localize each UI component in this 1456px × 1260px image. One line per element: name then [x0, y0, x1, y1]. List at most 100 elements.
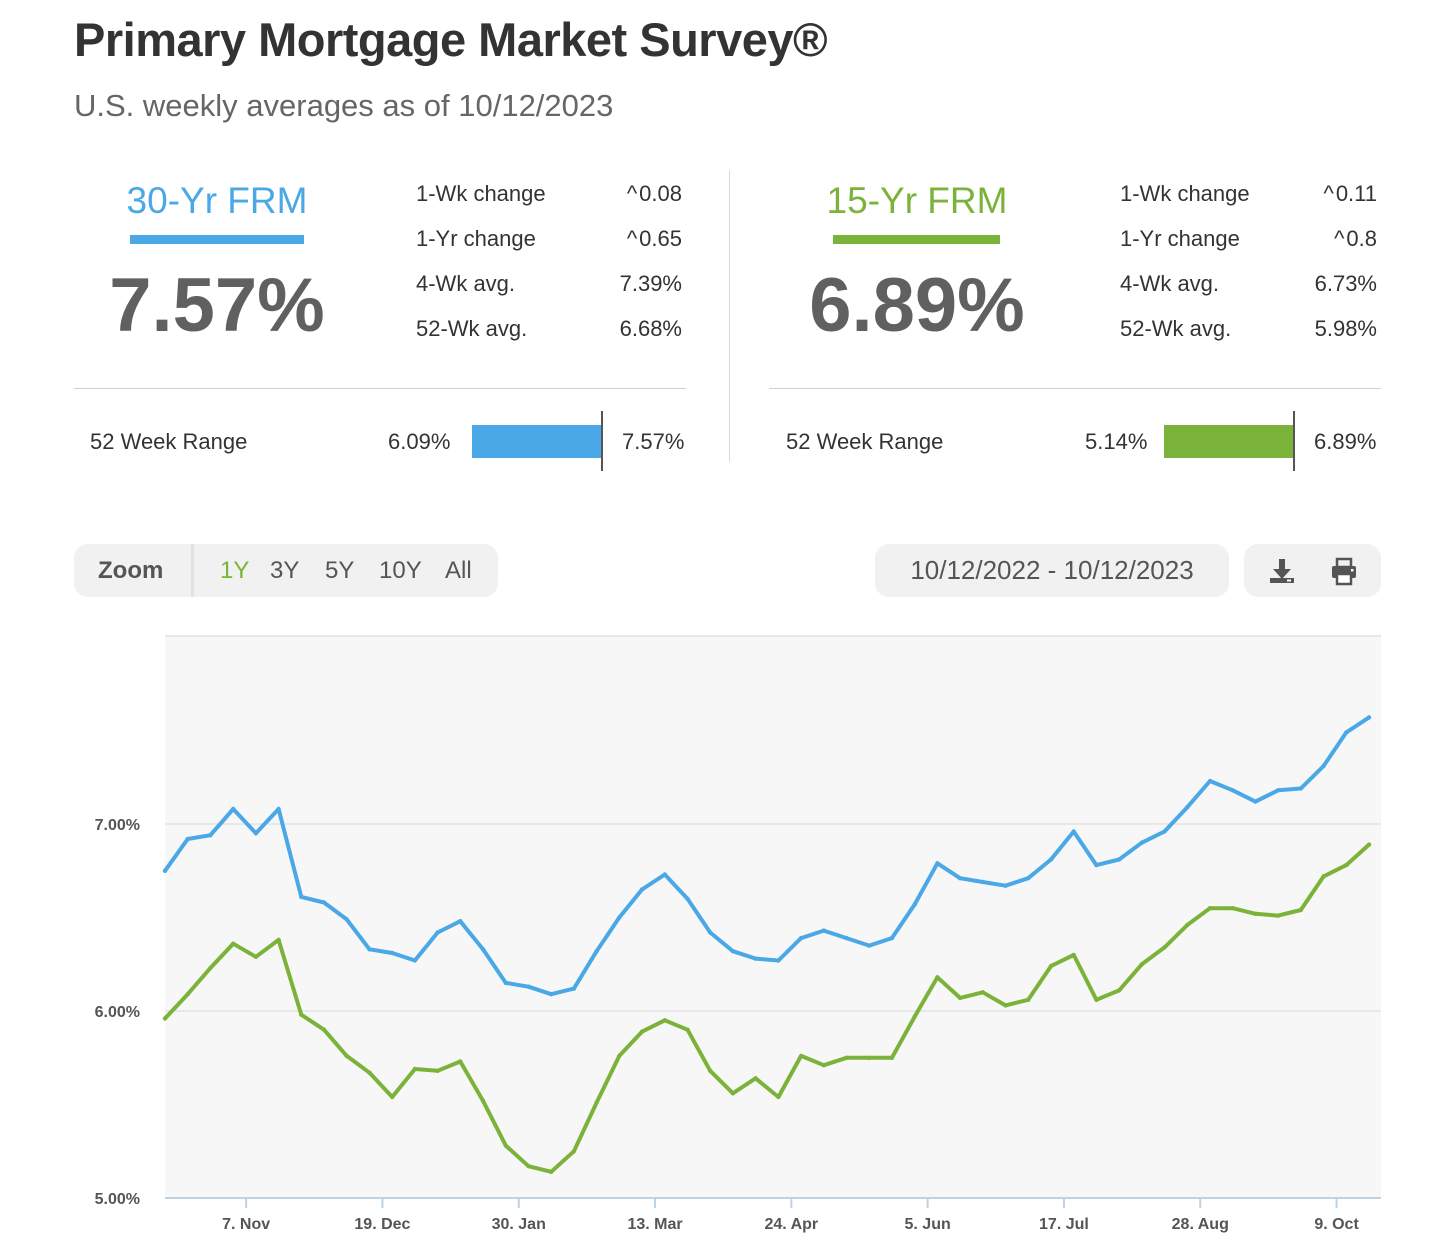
- data-point: [662, 1018, 667, 1023]
- data-point: [1275, 788, 1281, 793]
- data-point: [957, 995, 963, 1001]
- data-point: [390, 1094, 395, 1100]
- range-marker-30yr: [601, 411, 603, 471]
- stat-value-1wk-30yr: ^0.08: [626, 181, 682, 206]
- caret-up-icon: ^: [626, 181, 638, 206]
- zoom-1y-button[interactable]: 1Y: [220, 557, 250, 584]
- data-point: [753, 956, 758, 961]
- stat-label-1yr-30yr: 1-Yr change: [416, 226, 536, 251]
- data-point: [685, 1027, 690, 1032]
- data-point: [1230, 906, 1235, 911]
- data-point: [1230, 788, 1235, 793]
- panel-separator: [729, 170, 730, 462]
- data-point: [276, 806, 281, 812]
- data-point: [617, 1053, 622, 1059]
- rate-name-15yr: 15-Yr FRM: [826, 180, 1008, 221]
- data-point: [321, 900, 327, 905]
- zoom-10y-button[interactable]: 10Y: [379, 557, 422, 584]
- divider-30yr: [74, 388, 686, 389]
- data-point: [1162, 945, 1167, 950]
- x-tick-label: 9. Oct: [1314, 1216, 1359, 1233]
- data-point: [798, 1053, 804, 1059]
- data-point: [1048, 963, 1054, 969]
- data-point: [730, 949, 736, 954]
- data-point: [798, 935, 804, 941]
- data-point: [571, 1149, 577, 1154]
- data-point: [1253, 911, 1258, 916]
- stat-label-4wk-15yr: 4-Wk avg.: [1120, 271, 1220, 296]
- y-tick-label: 7.00%: [95, 817, 140, 834]
- print-icon[interactable]: [1324, 551, 1364, 591]
- data-point: [708, 930, 713, 935]
- range-marker-15yr: [1293, 411, 1295, 471]
- data-point: [1026, 876, 1031, 881]
- data-point: [1298, 786, 1304, 791]
- data-point: [253, 831, 259, 836]
- rate-chart: 5.00% 6.00% 7.00% 7. Nov 19. Dec 30. Jan 13. M…: [95, 635, 1381, 1233]
- data-point: [435, 930, 440, 935]
- y-tick-label: 5.00%: [95, 1191, 140, 1208]
- data-point: [1116, 988, 1122, 993]
- data-point: [299, 1012, 304, 1017]
- data-point: [1275, 913, 1281, 918]
- y-tick-label: 6.00%: [95, 1004, 140, 1021]
- data-point: [912, 902, 917, 907]
- date-range-selector[interactable]: 10/12/2022 - 10/12/2023: [875, 544, 1229, 597]
- data-point: [1185, 805, 1190, 810]
- data-point: [208, 965, 213, 971]
- data-point: [594, 949, 599, 954]
- zoom-control: Zoom 1Y 3Y 5Y 10Y All: [74, 544, 498, 597]
- data-point: [162, 868, 168, 873]
- zoom-label: Zoom: [98, 557, 164, 584]
- data-point: [1321, 874, 1326, 879]
- data-point: [185, 836, 190, 842]
- data-point: [1116, 857, 1122, 862]
- stat-label-1yr-15yr: 1-Yr change: [1120, 226, 1240, 251]
- data-point: [458, 919, 463, 924]
- x-tick-label: 13. Mar: [627, 1216, 682, 1233]
- data-point: [1162, 829, 1167, 834]
- stat-label-52wk-30yr: 52-Wk avg.: [416, 316, 528, 341]
- series-line-15yr: [163, 842, 1371, 1174]
- range-label-30yr: 52 Week Range: [90, 429, 248, 454]
- x-tick-label: 5. Jun: [905, 1216, 951, 1233]
- data-point: [821, 1063, 826, 1068]
- rate-name-30yr: 30-Yr FRM: [126, 180, 308, 221]
- data-point: [480, 947, 486, 952]
- data-point: [276, 937, 281, 943]
- data-point: [549, 992, 554, 997]
- data-point: [639, 887, 645, 892]
- zoom-3y-button[interactable]: 3Y: [270, 557, 300, 584]
- data-point: [867, 1055, 872, 1060]
- data-point: [753, 1076, 758, 1081]
- data-point: [231, 806, 236, 812]
- caret-up-icon: ^: [1323, 181, 1334, 206]
- data-point: [1094, 997, 1099, 1002]
- data-point: [390, 950, 395, 956]
- x-tick-label: 24. Apr: [765, 1216, 819, 1233]
- data-point: [1185, 922, 1190, 928]
- data-point: [503, 980, 508, 986]
- range-bar-15yr: [1164, 425, 1294, 458]
- data-point: [935, 861, 940, 866]
- data-point: [844, 1055, 849, 1060]
- divider-15yr: [769, 388, 1381, 389]
- download-icon[interactable]: [1262, 551, 1302, 591]
- data-point: [435, 1068, 440, 1073]
- range-high-30yr: 7.57%: [622, 429, 685, 454]
- data-point: [1253, 799, 1258, 804]
- zoom-5y-button[interactable]: 5Y: [325, 557, 355, 584]
- x-tick-label: 28. Aug: [1172, 1216, 1229, 1233]
- data-point: [1071, 829, 1076, 834]
- data-point: [867, 943, 872, 948]
- data-point: [1298, 907, 1304, 913]
- zoom-all-button[interactable]: All: [445, 557, 472, 584]
- data-point: [639, 1029, 645, 1034]
- data-point: [821, 928, 826, 933]
- data-point: [912, 1014, 917, 1019]
- data-point: [344, 1053, 349, 1059]
- data-point: [526, 1164, 531, 1169]
- data-point: [458, 1059, 463, 1064]
- range-high-15yr: 6.89%: [1314, 429, 1377, 454]
- range-low-15yr: 5.14%: [1085, 429, 1148, 454]
